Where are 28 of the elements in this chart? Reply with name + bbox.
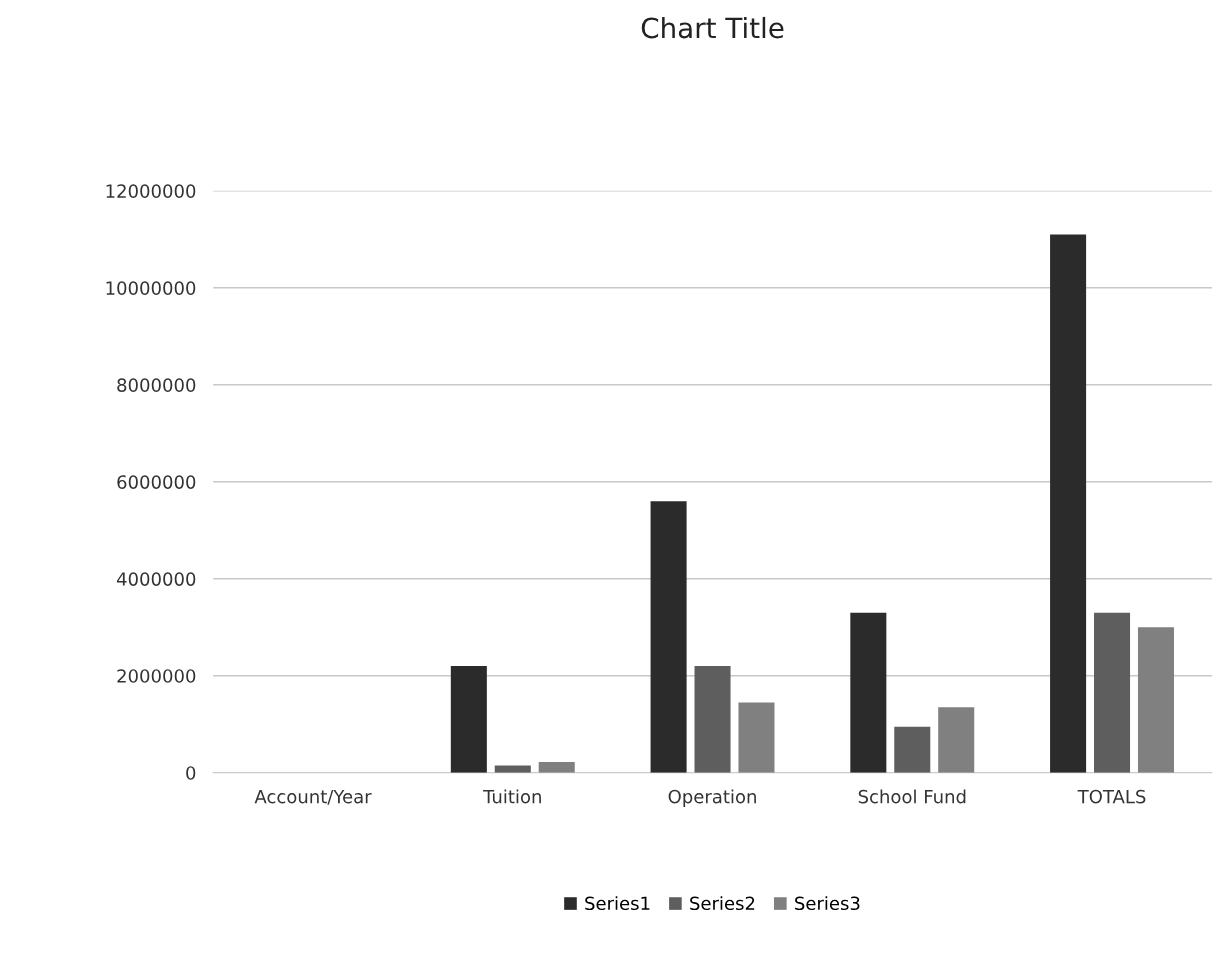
x-tick-label: Account/Year <box>254 789 372 805</box>
y-tick-label: 2000000 <box>117 669 196 683</box>
y-tick-label: 8000000 <box>117 378 196 392</box>
bar <box>850 612 887 773</box>
bar <box>494 765 531 773</box>
legend-label: Series2 <box>690 896 755 911</box>
bar <box>650 501 687 773</box>
x-tick-label: TOTALS <box>1077 789 1146 804</box>
legend-label: Series3 <box>795 896 860 911</box>
bar <box>450 666 487 773</box>
bar <box>894 726 931 773</box>
y-tick-label: 10000000 <box>106 281 196 295</box>
y-tick-label: 6000000 <box>117 475 196 489</box>
bar <box>1094 612 1131 773</box>
bar <box>694 666 731 773</box>
x-tick-label: Tuition <box>483 789 541 804</box>
chart-title: Chart Title <box>641 16 784 39</box>
bar <box>1137 627 1174 773</box>
bar <box>538 762 575 773</box>
y-tick-label: 0 <box>186 766 196 780</box>
legend-label: Series1 <box>585 896 650 911</box>
y-tick-label: 4000000 <box>116 572 196 586</box>
bar <box>738 702 775 773</box>
x-tick-label: Operation <box>668 789 756 807</box>
bar <box>938 707 975 773</box>
y-tick-label: 12000000 <box>106 184 196 198</box>
x-tick-label: School Fund <box>858 789 966 804</box>
bar <box>1050 234 1087 773</box>
